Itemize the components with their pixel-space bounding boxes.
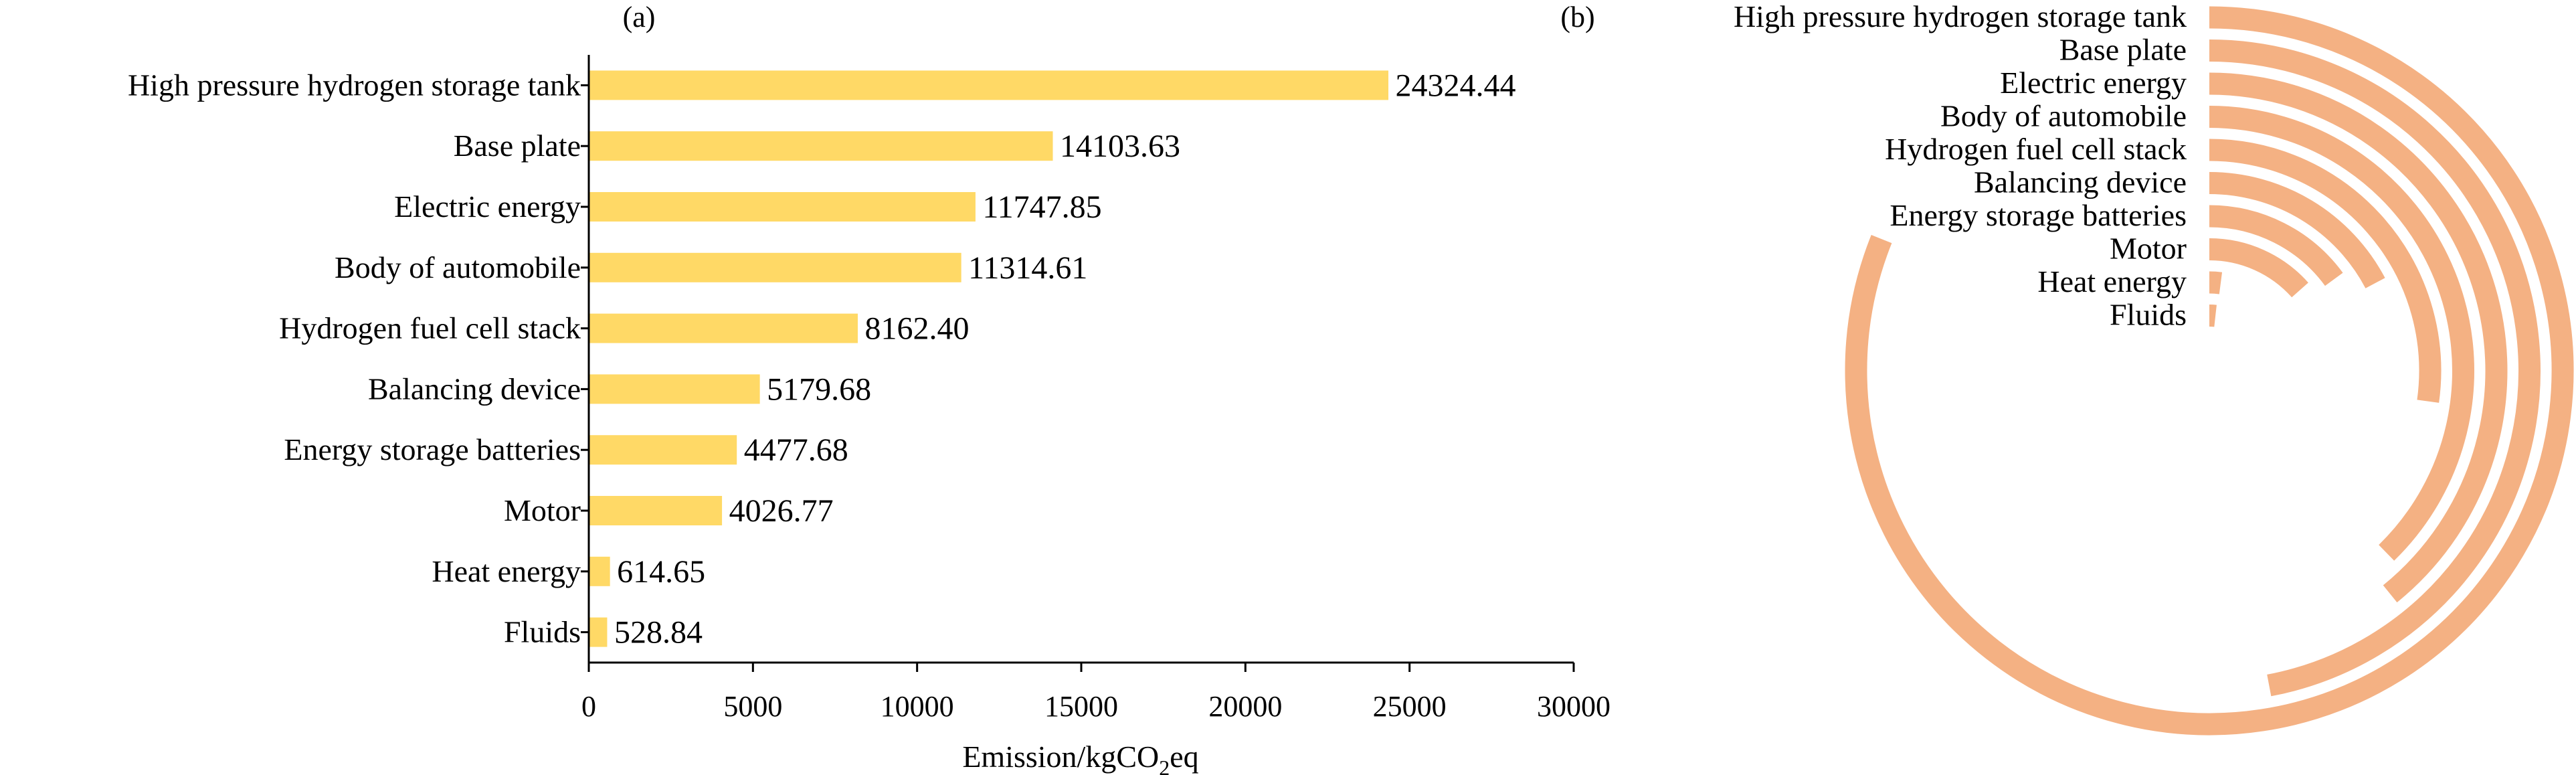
x-tick-label-30000: 30000: [1537, 690, 1611, 723]
value-label-energy-storage-batteries: 4477.68: [744, 432, 848, 468]
bar-body-of-automobile: [589, 252, 961, 282]
bar-heat-energy: [589, 556, 610, 586]
value-label-heat-energy: 614.65: [617, 554, 705, 590]
category-labels: High pressure hydrogen storage tank Base …: [128, 68, 589, 649]
radial-label-motor: Motor: [2110, 232, 2187, 266]
value-labels: 24324.44 14103.63 11747.85 11314.61 8162.40 5…: [614, 68, 1516, 650]
radial-label-electric-energy: Electric energy: [2000, 66, 2187, 100]
value-label-fluids: 528.84: [614, 615, 703, 651]
value-label-high-pressure-hydrogen-storage-tank: 24324.44: [1396, 68, 1516, 103]
category-label-motor: Motor: [504, 493, 581, 527]
arc-energy-storage-batteries: [2209, 205, 2343, 286]
category-label-high-pressure-hydrogen-storage-tank: High pressure hydrogen storage tank: [128, 68, 581, 102]
arc-base-plate: [2209, 39, 2541, 697]
arc-hydrogen-fuel-cell-stack: [2209, 139, 2442, 403]
x-axis-label-subscript: 2: [1159, 756, 1170, 775]
arc-fluids: [2209, 305, 2217, 327]
arc-body-of-automobile: [2209, 106, 2474, 561]
value-label-hydrogen-fuel-cell-stack: 8162.40: [865, 311, 970, 347]
category-label-base-plate: Base plate: [454, 128, 581, 163]
arc-heat-energy: [2209, 271, 2223, 294]
arc-balancing-device: [2209, 172, 2385, 288]
panel-label-b: (b): [1560, 1, 1594, 33]
category-label-body-of-automobile: Body of automobile: [335, 250, 581, 284]
radial-label-heat-energy: Heat energy: [2037, 264, 2187, 298]
value-label-electric-energy: 11747.85: [982, 189, 1101, 225]
value-label-motor: 4026.77: [729, 493, 834, 529]
category-label-fluids: Fluids: [504, 615, 581, 649]
category-label-heat-energy: Heat energy: [432, 554, 581, 588]
bar-balancing-device: [589, 374, 760, 404]
radial-label-fluids: Fluids: [2110, 298, 2187, 332]
bar-fluids: [589, 617, 608, 647]
x-tick-label-5000: 5000: [723, 690, 782, 723]
bar-base-plate: [589, 131, 1053, 161]
panel-label-a: (a): [623, 1, 656, 33]
value-label-body-of-automobile: 11314.61: [968, 250, 1087, 286]
bar-motor: [589, 496, 723, 525]
radial-label-base-plate: Base plate: [2059, 33, 2187, 67]
category-label-electric-energy: Electric energy: [394, 189, 581, 224]
value-label-base-plate: 14103.63: [1060, 128, 1180, 164]
value-label-balancing-device: 5179.68: [767, 371, 871, 407]
x-tick-label-10000: 10000: [881, 690, 954, 723]
radial-label-hydrogen-fuel-cell-stack: Hydrogen fuel cell stack: [1885, 132, 2187, 166]
x-axis-ticks: 0 5000 10000 15000 20000 25000 30000: [581, 663, 1611, 723]
category-label-balancing-device: Balancing device: [368, 371, 581, 406]
radial-category-labels: High pressure hydrogen storage tankBase …: [1734, 0, 2187, 332]
category-label-hydrogen-fuel-cell-stack: Hydrogen fuel cell stack: [279, 311, 581, 345]
bar-high-pressure-hydrogen-storage-tank: [589, 70, 1389, 100]
x-axis-label: Emission/kgCO2eq: [962, 740, 1198, 775]
bar-series: [589, 70, 1389, 647]
arc-high-pressure-hydrogen-storage-tank: [1845, 6, 2574, 736]
radial-label-body-of-automobile: Body of automobile: [1940, 99, 2187, 133]
radial-label-high-pressure-hydrogen-storage-tank: High pressure hydrogen storage tank: [1734, 0, 2187, 33]
bar-chart-panel: (a) 24324.44 14103.63 11747.85 11314.61 8162…: [128, 1, 1611, 775]
x-tick-label-0: 0: [581, 690, 596, 723]
bar-hydrogen-fuel-cell-stack: [589, 313, 858, 343]
radial-bar-panel: (b) High pressure hydrogen storage tankB…: [1560, 0, 2574, 736]
radial-arcs: [1845, 6, 2574, 736]
arc-electric-energy: [2209, 72, 2508, 603]
x-axis-label-suffix: eq: [1170, 740, 1198, 774]
x-tick-label-25000: 25000: [1373, 690, 1447, 723]
radial-label-balancing-device: Balancing device: [1974, 165, 2187, 199]
radial-label-energy-storage-batteries: Energy storage batteries: [1890, 198, 2187, 232]
bar-energy-storage-batteries: [589, 435, 737, 465]
bar-electric-energy: [589, 192, 976, 222]
x-tick-label-15000: 15000: [1044, 690, 1118, 723]
arc-motor: [2209, 238, 2308, 298]
x-tick-label-20000: 20000: [1208, 690, 1282, 723]
category-label-energy-storage-batteries: Energy storage batteries: [284, 432, 581, 466]
x-axis-label-main: Emission/kgCO: [962, 740, 1159, 774]
